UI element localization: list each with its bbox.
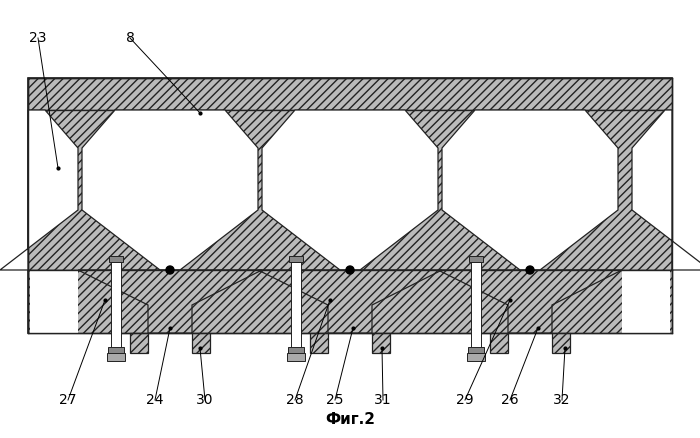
Polygon shape	[28, 270, 672, 333]
Text: 8: 8	[125, 31, 134, 45]
Polygon shape	[82, 110, 258, 270]
Polygon shape	[28, 78, 672, 110]
Text: 31: 31	[374, 393, 392, 407]
Polygon shape	[192, 333, 210, 353]
Polygon shape	[262, 110, 438, 270]
Circle shape	[167, 267, 173, 273]
Bar	[468, 347, 484, 355]
Text: 26: 26	[501, 393, 519, 407]
Bar	[30, 270, 78, 333]
Bar	[287, 353, 305, 361]
Polygon shape	[0, 110, 78, 270]
Polygon shape	[28, 110, 672, 270]
Bar	[111, 262, 121, 355]
Bar	[28, 78, 672, 333]
Text: 27: 27	[60, 393, 77, 407]
Circle shape	[166, 266, 174, 274]
Bar	[108, 347, 124, 355]
Polygon shape	[552, 333, 570, 353]
Bar	[291, 262, 301, 355]
Bar	[107, 353, 125, 361]
Text: 30: 30	[196, 393, 214, 407]
Circle shape	[526, 266, 534, 274]
Bar	[289, 256, 303, 262]
Bar	[471, 262, 481, 355]
Text: Фиг.2: Фиг.2	[325, 413, 375, 427]
Text: 29: 29	[456, 393, 474, 407]
Polygon shape	[442, 110, 618, 270]
Bar	[467, 353, 485, 361]
Polygon shape	[438, 270, 622, 333]
Text: 32: 32	[553, 393, 570, 407]
Polygon shape	[130, 333, 148, 353]
Bar	[109, 256, 123, 262]
Circle shape	[347, 267, 353, 273]
Polygon shape	[372, 333, 390, 353]
Polygon shape	[632, 110, 700, 270]
Polygon shape	[258, 270, 442, 333]
Circle shape	[527, 267, 533, 273]
Text: 28: 28	[286, 393, 304, 407]
Polygon shape	[78, 270, 262, 333]
Polygon shape	[310, 333, 328, 353]
Text: 24: 24	[146, 393, 164, 407]
Bar	[288, 347, 304, 355]
Bar	[469, 256, 483, 262]
Circle shape	[346, 266, 354, 274]
Text: 23: 23	[29, 31, 47, 45]
Text: 25: 25	[326, 393, 344, 407]
Bar	[622, 270, 670, 333]
Polygon shape	[490, 333, 508, 353]
